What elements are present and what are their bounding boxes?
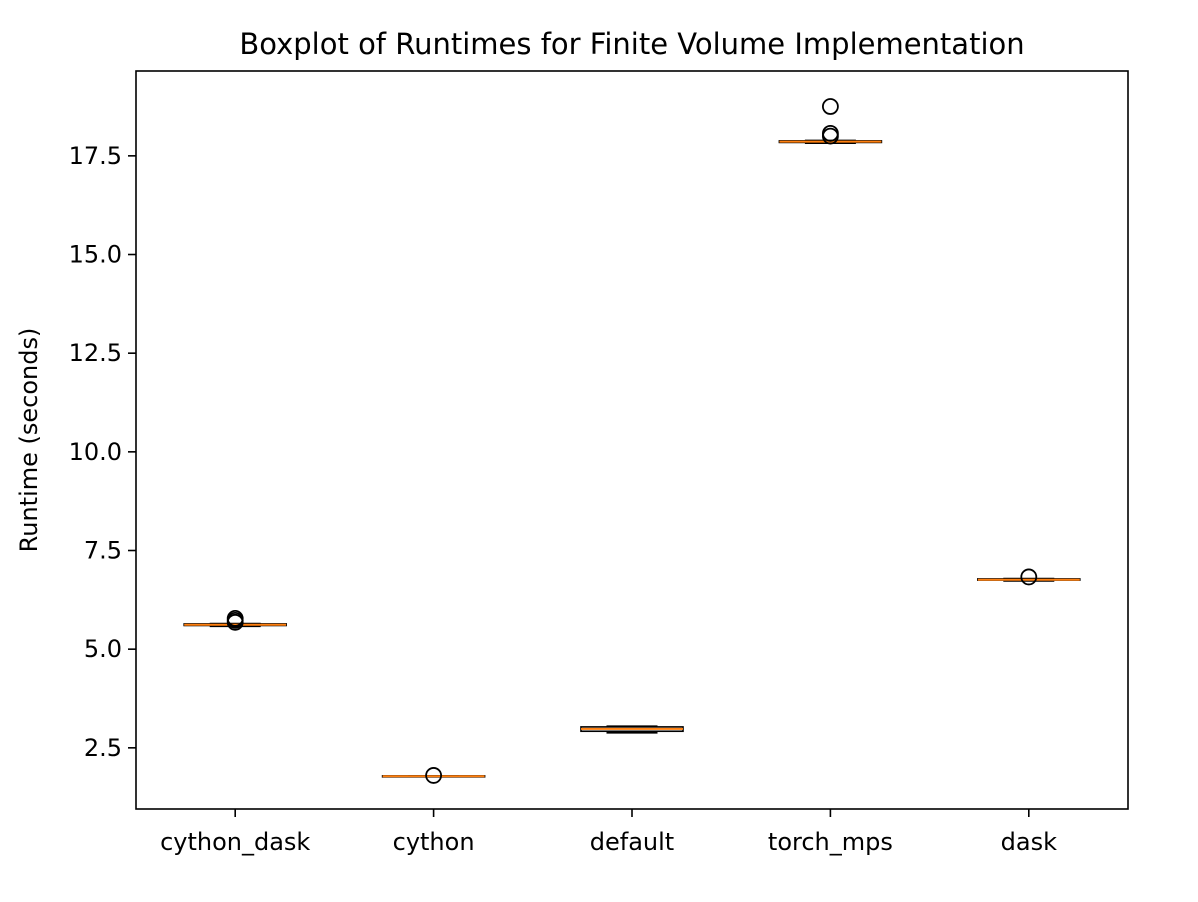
y-axis: 2.5 5.0 7.5 10.0 12.5 15.0 17.5	[69, 142, 136, 762]
x-axis: cython_dask cython default torch_mps dask	[160, 809, 1057, 856]
y-tick-label: 12.5	[69, 339, 122, 367]
plot-area	[183, 98, 1081, 784]
outlier-point	[425, 767, 443, 784]
box-group-cython	[381, 767, 486, 784]
y-axis-label: Runtime (seconds)	[15, 328, 43, 553]
x-tick-label: cython_dask	[160, 828, 310, 856]
plot-frame	[135, 70, 1129, 810]
y-tick-label: 15.0	[69, 241, 122, 269]
x-tick-label: default	[590, 828, 674, 856]
box-group-torch_mps	[778, 98, 883, 145]
y-tick-label: 2.5	[84, 734, 122, 762]
box-group-default	[580, 725, 684, 734]
outlier-point	[226, 609, 244, 627]
box-group-dask	[976, 568, 1081, 586]
box-group-cython_dask	[183, 609, 287, 631]
outlier-point	[822, 124, 839, 142]
chart-title: Boxplot of Runtimes for Finite Volume Im…	[239, 27, 1024, 61]
x-tick-label: torch_mps	[768, 828, 893, 856]
outlier-point	[1020, 568, 1038, 586]
y-tick-label: 5.0	[84, 635, 122, 663]
outlier-point	[822, 98, 839, 115]
x-tick-label: cython	[393, 828, 475, 856]
y-tick-label: 10.0	[69, 438, 122, 466]
y-tick-label: 7.5	[84, 537, 122, 565]
x-tick-label: dask	[1001, 828, 1057, 856]
y-tick-label: 17.5	[69, 142, 122, 170]
